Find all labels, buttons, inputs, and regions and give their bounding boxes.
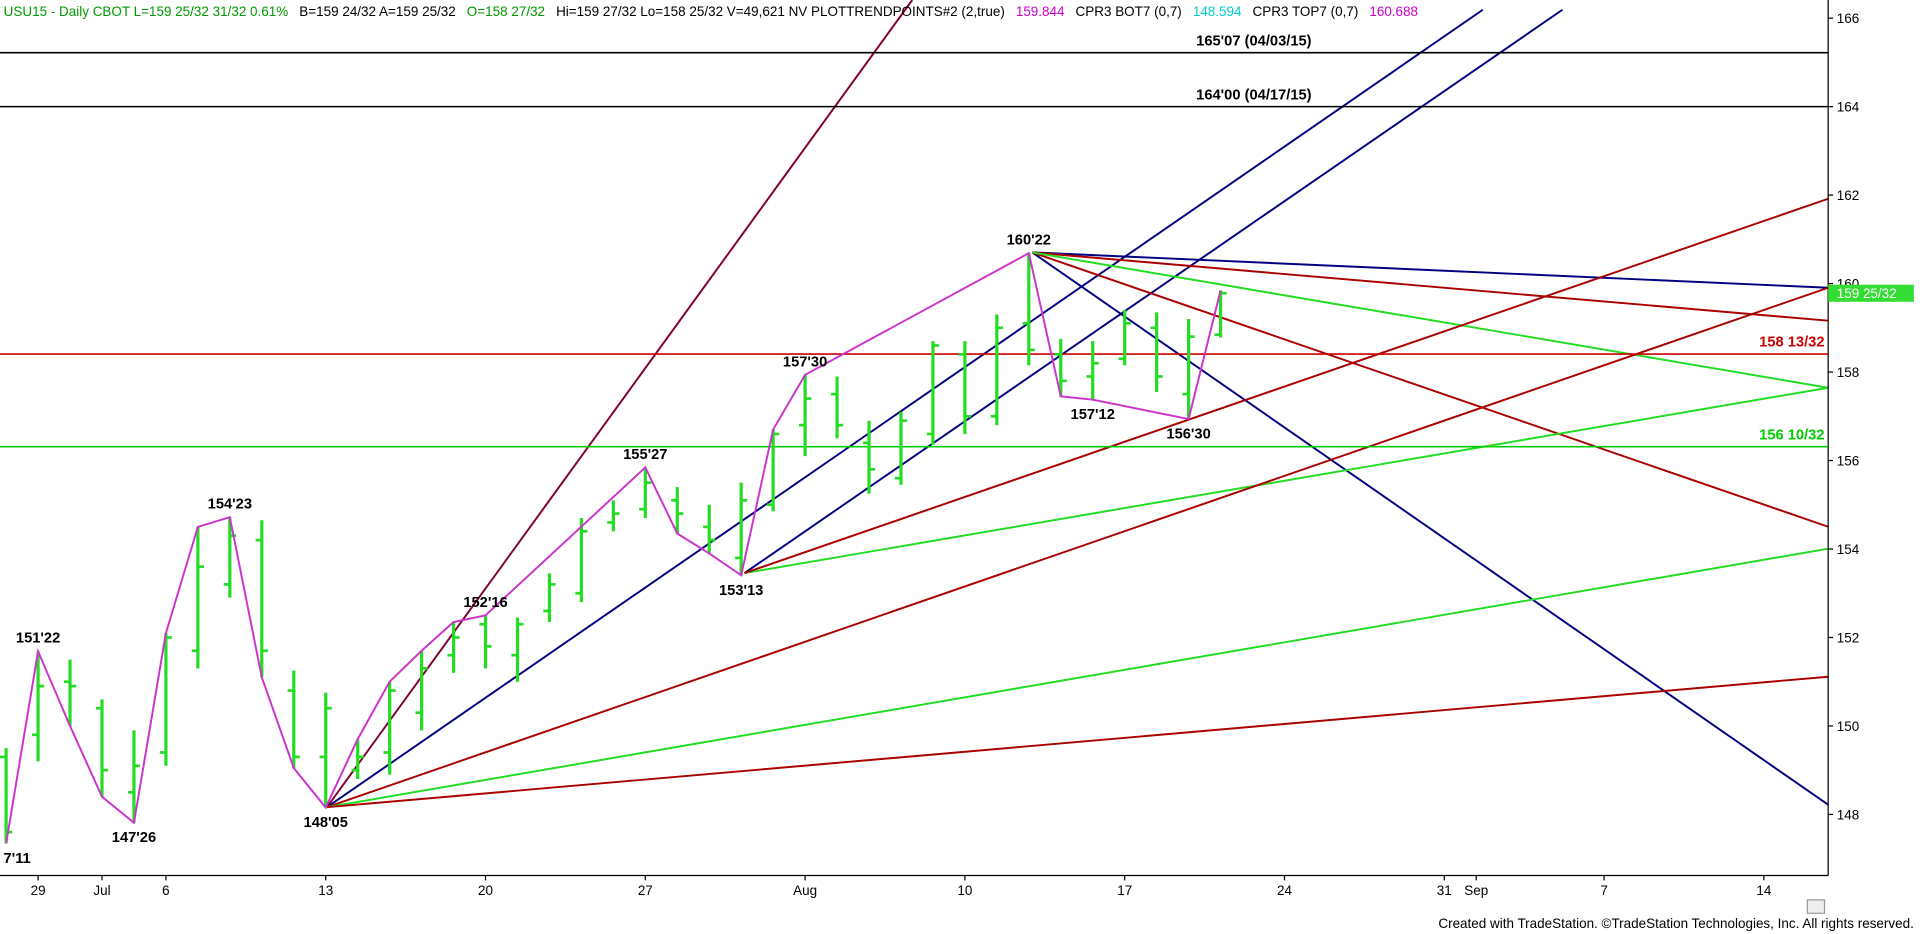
pivot-label: 157'30 bbox=[783, 354, 827, 370]
x-tick-label: Sep bbox=[1464, 883, 1488, 898]
x-tick-label: 20 bbox=[478, 883, 493, 898]
trend-line bbox=[326, 286, 1829, 809]
x-tick-label: Aug bbox=[793, 883, 817, 898]
x-tick-label: 27 bbox=[638, 883, 653, 898]
zigzag-line bbox=[5, 251, 1222, 844]
y-tick-label: 150 bbox=[1837, 719, 1859, 734]
header-item: USU15 - Daily CBOT L=159 25/32 31/32 0.6… bbox=[4, 4, 289, 19]
y-tick-label: 162 bbox=[1837, 188, 1859, 203]
pivot-label: 151'22 bbox=[16, 631, 60, 647]
pivot-label: 148'05 bbox=[304, 815, 348, 831]
header-item: 160.688 bbox=[1369, 4, 1418, 19]
x-tick-label: 17 bbox=[1117, 883, 1132, 898]
trend-line bbox=[1031, 251, 1829, 528]
last-price-box bbox=[1828, 284, 1914, 302]
x-tick-label: 31 bbox=[1437, 883, 1452, 898]
y-tick-label: 164 bbox=[1837, 100, 1860, 115]
trend-line bbox=[1031, 251, 1829, 806]
y-tick-label: 158 bbox=[1837, 365, 1859, 380]
pivot-label: 160'22 bbox=[1007, 233, 1051, 249]
header-item: Hi=159 27/32 Lo=158 25/32 V=49,621 NV PL… bbox=[556, 4, 1005, 19]
trend-line bbox=[744, 386, 1829, 575]
trend-line bbox=[1032, 251, 1829, 389]
x-tick-label: 6 bbox=[162, 883, 170, 898]
pivot-label: 157'12 bbox=[1071, 407, 1115, 423]
x-tick-label: 7 bbox=[1600, 883, 1608, 898]
pivot-label: 152'16 bbox=[463, 595, 507, 611]
trend-line bbox=[326, 547, 1829, 809]
trend-line bbox=[744, 197, 1829, 575]
level-label: 158 13/32 bbox=[1759, 335, 1824, 351]
header-item: 159.844 bbox=[1016, 4, 1065, 19]
trend-line bbox=[1032, 251, 1829, 289]
plot-area bbox=[0, 51, 1829, 844]
x-tick-label: 24 bbox=[1277, 883, 1293, 898]
trend-line bbox=[1032, 251, 1829, 322]
header: USU15 - Daily CBOT L=159 25/32 31/32 0.6… bbox=[4, 4, 1418, 19]
level-label: 164'00 (04/17/15) bbox=[1196, 87, 1311, 103]
last-price-label: 159 25/32 bbox=[1837, 286, 1897, 301]
x-tick-label: 29 bbox=[31, 883, 46, 898]
level-label: 156 10/32 bbox=[1759, 427, 1824, 443]
y-tick-label: 166 bbox=[1837, 11, 1859, 26]
y-tick-label: 148 bbox=[1837, 807, 1859, 822]
pivot-label: 153'13 bbox=[719, 583, 763, 599]
level-label: 165'07 (04/03/15) bbox=[1196, 33, 1311, 49]
scroll-handle[interactable] bbox=[1806, 899, 1826, 914]
header-item: CPR3 TOP7 (0,7) bbox=[1253, 4, 1359, 19]
x-tick-label: Jul bbox=[93, 883, 110, 898]
pivot-label: 156'30 bbox=[1166, 427, 1210, 443]
footer: Created with TradeStation. ©TradeStation… bbox=[1438, 916, 1914, 931]
header-item: 148.594 bbox=[1193, 4, 1242, 19]
pivot-label: 147'26 bbox=[112, 830, 156, 846]
header-item: CPR3 BOT7 (0,7) bbox=[1076, 4, 1182, 19]
x-tick-label: 10 bbox=[957, 883, 972, 898]
x-tick-label: 14 bbox=[1756, 883, 1772, 898]
trend-line bbox=[743, 8, 1564, 574]
pivot-label: 155'27 bbox=[623, 447, 667, 463]
trend-line bbox=[326, 8, 1484, 808]
trend-line bbox=[326, 0, 914, 808]
trend-lines bbox=[326, 0, 1829, 809]
y-tick-label: 154 bbox=[1837, 542, 1860, 557]
y-tick-label: 152 bbox=[1837, 630, 1859, 645]
trend-line bbox=[326, 675, 1829, 809]
pivot-label: 7'11 bbox=[4, 851, 31, 867]
y-tick-label: 156 bbox=[1837, 453, 1859, 468]
x-tick-label: 13 bbox=[318, 883, 333, 898]
pivot-label: 154'23 bbox=[208, 497, 252, 513]
header-item: O=158 27/32 bbox=[467, 4, 545, 19]
header-item: B=159 24/32 A=159 25/32 bbox=[299, 4, 456, 19]
